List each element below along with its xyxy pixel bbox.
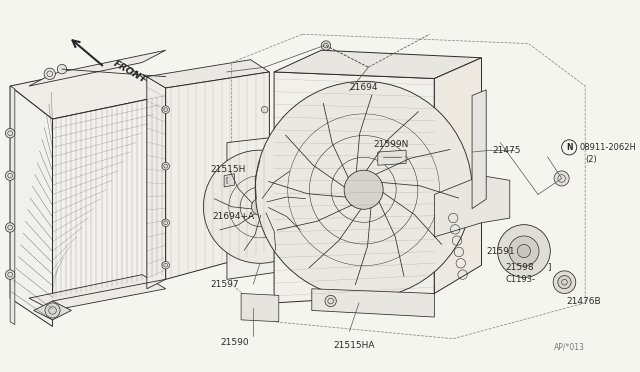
Polygon shape: [52, 96, 166, 298]
Circle shape: [162, 106, 170, 113]
Circle shape: [553, 271, 576, 294]
Circle shape: [57, 64, 67, 74]
Circle shape: [509, 236, 539, 266]
Polygon shape: [312, 289, 435, 317]
Polygon shape: [274, 50, 481, 78]
Circle shape: [45, 303, 60, 318]
Text: 21590: 21590: [220, 338, 249, 347]
Text: 21515H: 21515H: [210, 164, 245, 173]
Text: 21694: 21694: [349, 83, 378, 93]
Text: 21694+A: 21694+A: [213, 212, 255, 221]
Circle shape: [517, 244, 531, 258]
Text: AP/*013: AP/*013: [554, 343, 585, 352]
Text: 21598: 21598: [505, 263, 534, 272]
Polygon shape: [34, 301, 72, 320]
Circle shape: [204, 150, 317, 263]
Circle shape: [325, 295, 336, 307]
Polygon shape: [10, 86, 15, 325]
Polygon shape: [472, 90, 486, 209]
Text: 21591: 21591: [486, 247, 515, 256]
Text: 21599N: 21599N: [373, 140, 408, 149]
Circle shape: [44, 68, 56, 80]
Polygon shape: [224, 174, 234, 187]
Text: ]: ]: [547, 263, 551, 272]
Text: 08911-2062H: 08911-2062H: [580, 143, 636, 152]
Circle shape: [558, 276, 571, 289]
Polygon shape: [435, 58, 481, 294]
Text: 21515HA: 21515HA: [333, 341, 375, 350]
Polygon shape: [147, 60, 269, 88]
Text: 21475: 21475: [493, 146, 522, 155]
Circle shape: [5, 223, 15, 232]
Polygon shape: [147, 77, 166, 289]
Polygon shape: [274, 72, 435, 303]
Circle shape: [5, 270, 15, 279]
Circle shape: [252, 198, 268, 215]
Circle shape: [162, 163, 170, 170]
Circle shape: [162, 262, 170, 269]
Text: C1193-: C1193-: [505, 275, 535, 284]
Text: 21476B: 21476B: [566, 296, 601, 305]
Polygon shape: [29, 275, 166, 311]
Circle shape: [5, 171, 15, 180]
Text: 21597: 21597: [210, 279, 239, 289]
Circle shape: [344, 170, 383, 209]
Circle shape: [497, 225, 550, 278]
Polygon shape: [241, 294, 279, 322]
Polygon shape: [435, 176, 510, 237]
Circle shape: [5, 128, 15, 138]
Polygon shape: [166, 72, 269, 279]
Text: FRONT: FRONT: [112, 59, 148, 85]
Polygon shape: [378, 150, 406, 165]
Polygon shape: [227, 135, 293, 279]
Circle shape: [261, 106, 268, 113]
Text: N: N: [566, 143, 572, 152]
Polygon shape: [29, 50, 166, 86]
Circle shape: [554, 171, 569, 186]
Text: (2): (2): [585, 155, 597, 164]
Polygon shape: [10, 86, 52, 327]
Circle shape: [261, 238, 268, 245]
Circle shape: [261, 172, 268, 179]
Polygon shape: [10, 62, 166, 119]
Circle shape: [162, 219, 170, 227]
Circle shape: [255, 81, 472, 298]
Text: [: [: [225, 176, 228, 183]
Circle shape: [321, 41, 331, 50]
